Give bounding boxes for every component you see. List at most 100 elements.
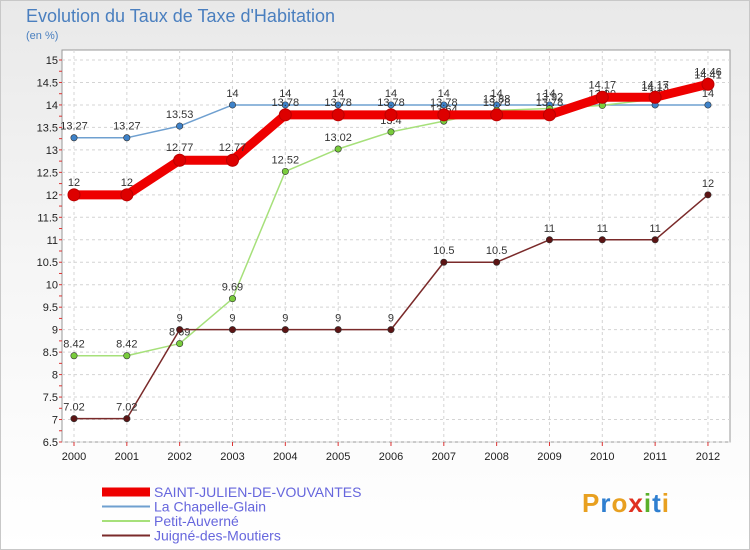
chart-title: Evolution du Taux de Taxe d'Habitation bbox=[26, 6, 335, 26]
data-point bbox=[70, 134, 78, 142]
data-label: 9 bbox=[282, 313, 288, 325]
data-point bbox=[651, 236, 659, 244]
y-tick-label: 12.5 bbox=[37, 167, 58, 179]
data-label: 13.88 bbox=[483, 93, 511, 105]
data-label: 9 bbox=[335, 313, 341, 325]
data-point bbox=[176, 326, 184, 334]
data-point bbox=[437, 108, 451, 122]
data-label: 14.17 bbox=[589, 79, 617, 91]
data-label: 14 bbox=[702, 88, 714, 100]
data-label: 13.53 bbox=[166, 109, 194, 121]
data-point bbox=[281, 167, 289, 175]
data-point bbox=[704, 101, 712, 109]
data-label: 12 bbox=[702, 178, 714, 190]
data-label: 14 bbox=[279, 88, 291, 100]
data-label: 13.27 bbox=[113, 121, 141, 133]
data-point bbox=[704, 191, 712, 199]
data-point bbox=[67, 188, 81, 202]
data-label: 10.5 bbox=[433, 245, 454, 257]
logo-letter: i bbox=[643, 488, 653, 518]
data-point bbox=[70, 415, 78, 423]
data-label: 13.78 bbox=[377, 97, 405, 109]
data-label: 13.78 bbox=[430, 97, 458, 109]
x-tick-label: 2007 bbox=[432, 451, 456, 463]
data-label: 7.02 bbox=[63, 402, 84, 414]
data-label: 7.02 bbox=[116, 402, 137, 414]
data-point bbox=[440, 258, 448, 266]
data-label: 13.02 bbox=[324, 132, 352, 144]
data-point bbox=[120, 188, 134, 202]
data-label: 14 bbox=[385, 88, 397, 100]
data-label: 13.78 bbox=[324, 97, 352, 109]
data-point bbox=[648, 90, 662, 104]
data-label: 12.52 bbox=[272, 154, 300, 166]
y-tick-label: 13.5 bbox=[37, 122, 58, 134]
x-tick-label: 2010 bbox=[590, 451, 614, 463]
data-label: 9 bbox=[177, 313, 183, 325]
data-point bbox=[334, 101, 342, 109]
y-tick-label: 8 bbox=[52, 370, 58, 382]
logo-letter: x bbox=[628, 488, 644, 518]
data-label: 8.42 bbox=[116, 339, 137, 351]
data-label: 14.46 bbox=[694, 66, 722, 78]
data-point bbox=[598, 236, 606, 244]
data-label: 11 bbox=[597, 223, 608, 235]
data-point bbox=[281, 101, 289, 109]
data-point bbox=[228, 326, 236, 334]
y-tick-label: 15 bbox=[46, 55, 58, 67]
data-label: 13.78 bbox=[483, 97, 511, 109]
data-point bbox=[123, 134, 131, 142]
y-tick-label: 8.5 bbox=[43, 347, 58, 359]
data-point bbox=[334, 326, 342, 334]
data-point bbox=[331, 108, 345, 122]
data-label: 14.17 bbox=[641, 79, 669, 91]
data-point bbox=[281, 326, 289, 334]
logo-letter: P bbox=[582, 488, 601, 518]
data-label: 11 bbox=[649, 223, 660, 235]
data-point bbox=[490, 108, 504, 122]
data-label: 13.78 bbox=[536, 97, 564, 109]
data-point bbox=[123, 352, 131, 360]
data-label: 9.69 bbox=[222, 282, 243, 294]
legend-label: La Chapelle-Glain bbox=[154, 499, 266, 515]
y-tick-label: 6.5 bbox=[43, 437, 58, 449]
y-tick-label: 14.5 bbox=[37, 77, 58, 89]
data-point bbox=[225, 153, 239, 167]
chart-subtitle: (en %) bbox=[26, 30, 59, 42]
data-label: 10.5 bbox=[486, 245, 507, 257]
data-point bbox=[387, 326, 395, 334]
y-tick-label: 12 bbox=[46, 190, 58, 202]
y-tick-label: 14 bbox=[46, 100, 58, 112]
data-label: 14.41 bbox=[694, 70, 722, 82]
proxiti-logo: Proxiti bbox=[582, 488, 670, 519]
data-point bbox=[228, 101, 236, 109]
data-label: 11 bbox=[544, 223, 555, 235]
x-tick-label: 2004 bbox=[273, 451, 297, 463]
data-label: 8.42 bbox=[63, 339, 84, 351]
logo-letter: t bbox=[652, 488, 662, 518]
y-tick-label: 9 bbox=[52, 325, 58, 337]
y-tick-label: 10.5 bbox=[37, 257, 58, 269]
x-tick-label: 2009 bbox=[537, 451, 561, 463]
data-point bbox=[176, 340, 184, 348]
data-point bbox=[173, 153, 187, 167]
data-label: 12 bbox=[121, 177, 133, 189]
data-point bbox=[545, 236, 553, 244]
data-point bbox=[387, 128, 395, 136]
legend-label: SAINT-JULIEN-DE-VOUVANTES bbox=[154, 484, 361, 500]
x-tick-label: 2005 bbox=[326, 451, 350, 463]
y-tick-label: 9.5 bbox=[43, 302, 58, 314]
x-tick-label: 2012 bbox=[696, 451, 720, 463]
data-point bbox=[384, 108, 398, 122]
data-point bbox=[70, 352, 78, 360]
data-point bbox=[123, 415, 131, 423]
data-point bbox=[440, 101, 448, 109]
data-label: 12 bbox=[68, 177, 80, 189]
x-tick-label: 2006 bbox=[379, 451, 403, 463]
data-point bbox=[387, 101, 395, 109]
data-point bbox=[278, 108, 292, 122]
x-tick-label: 2008 bbox=[484, 451, 508, 463]
logo-letter: i bbox=[661, 488, 670, 518]
data-point bbox=[701, 77, 715, 91]
